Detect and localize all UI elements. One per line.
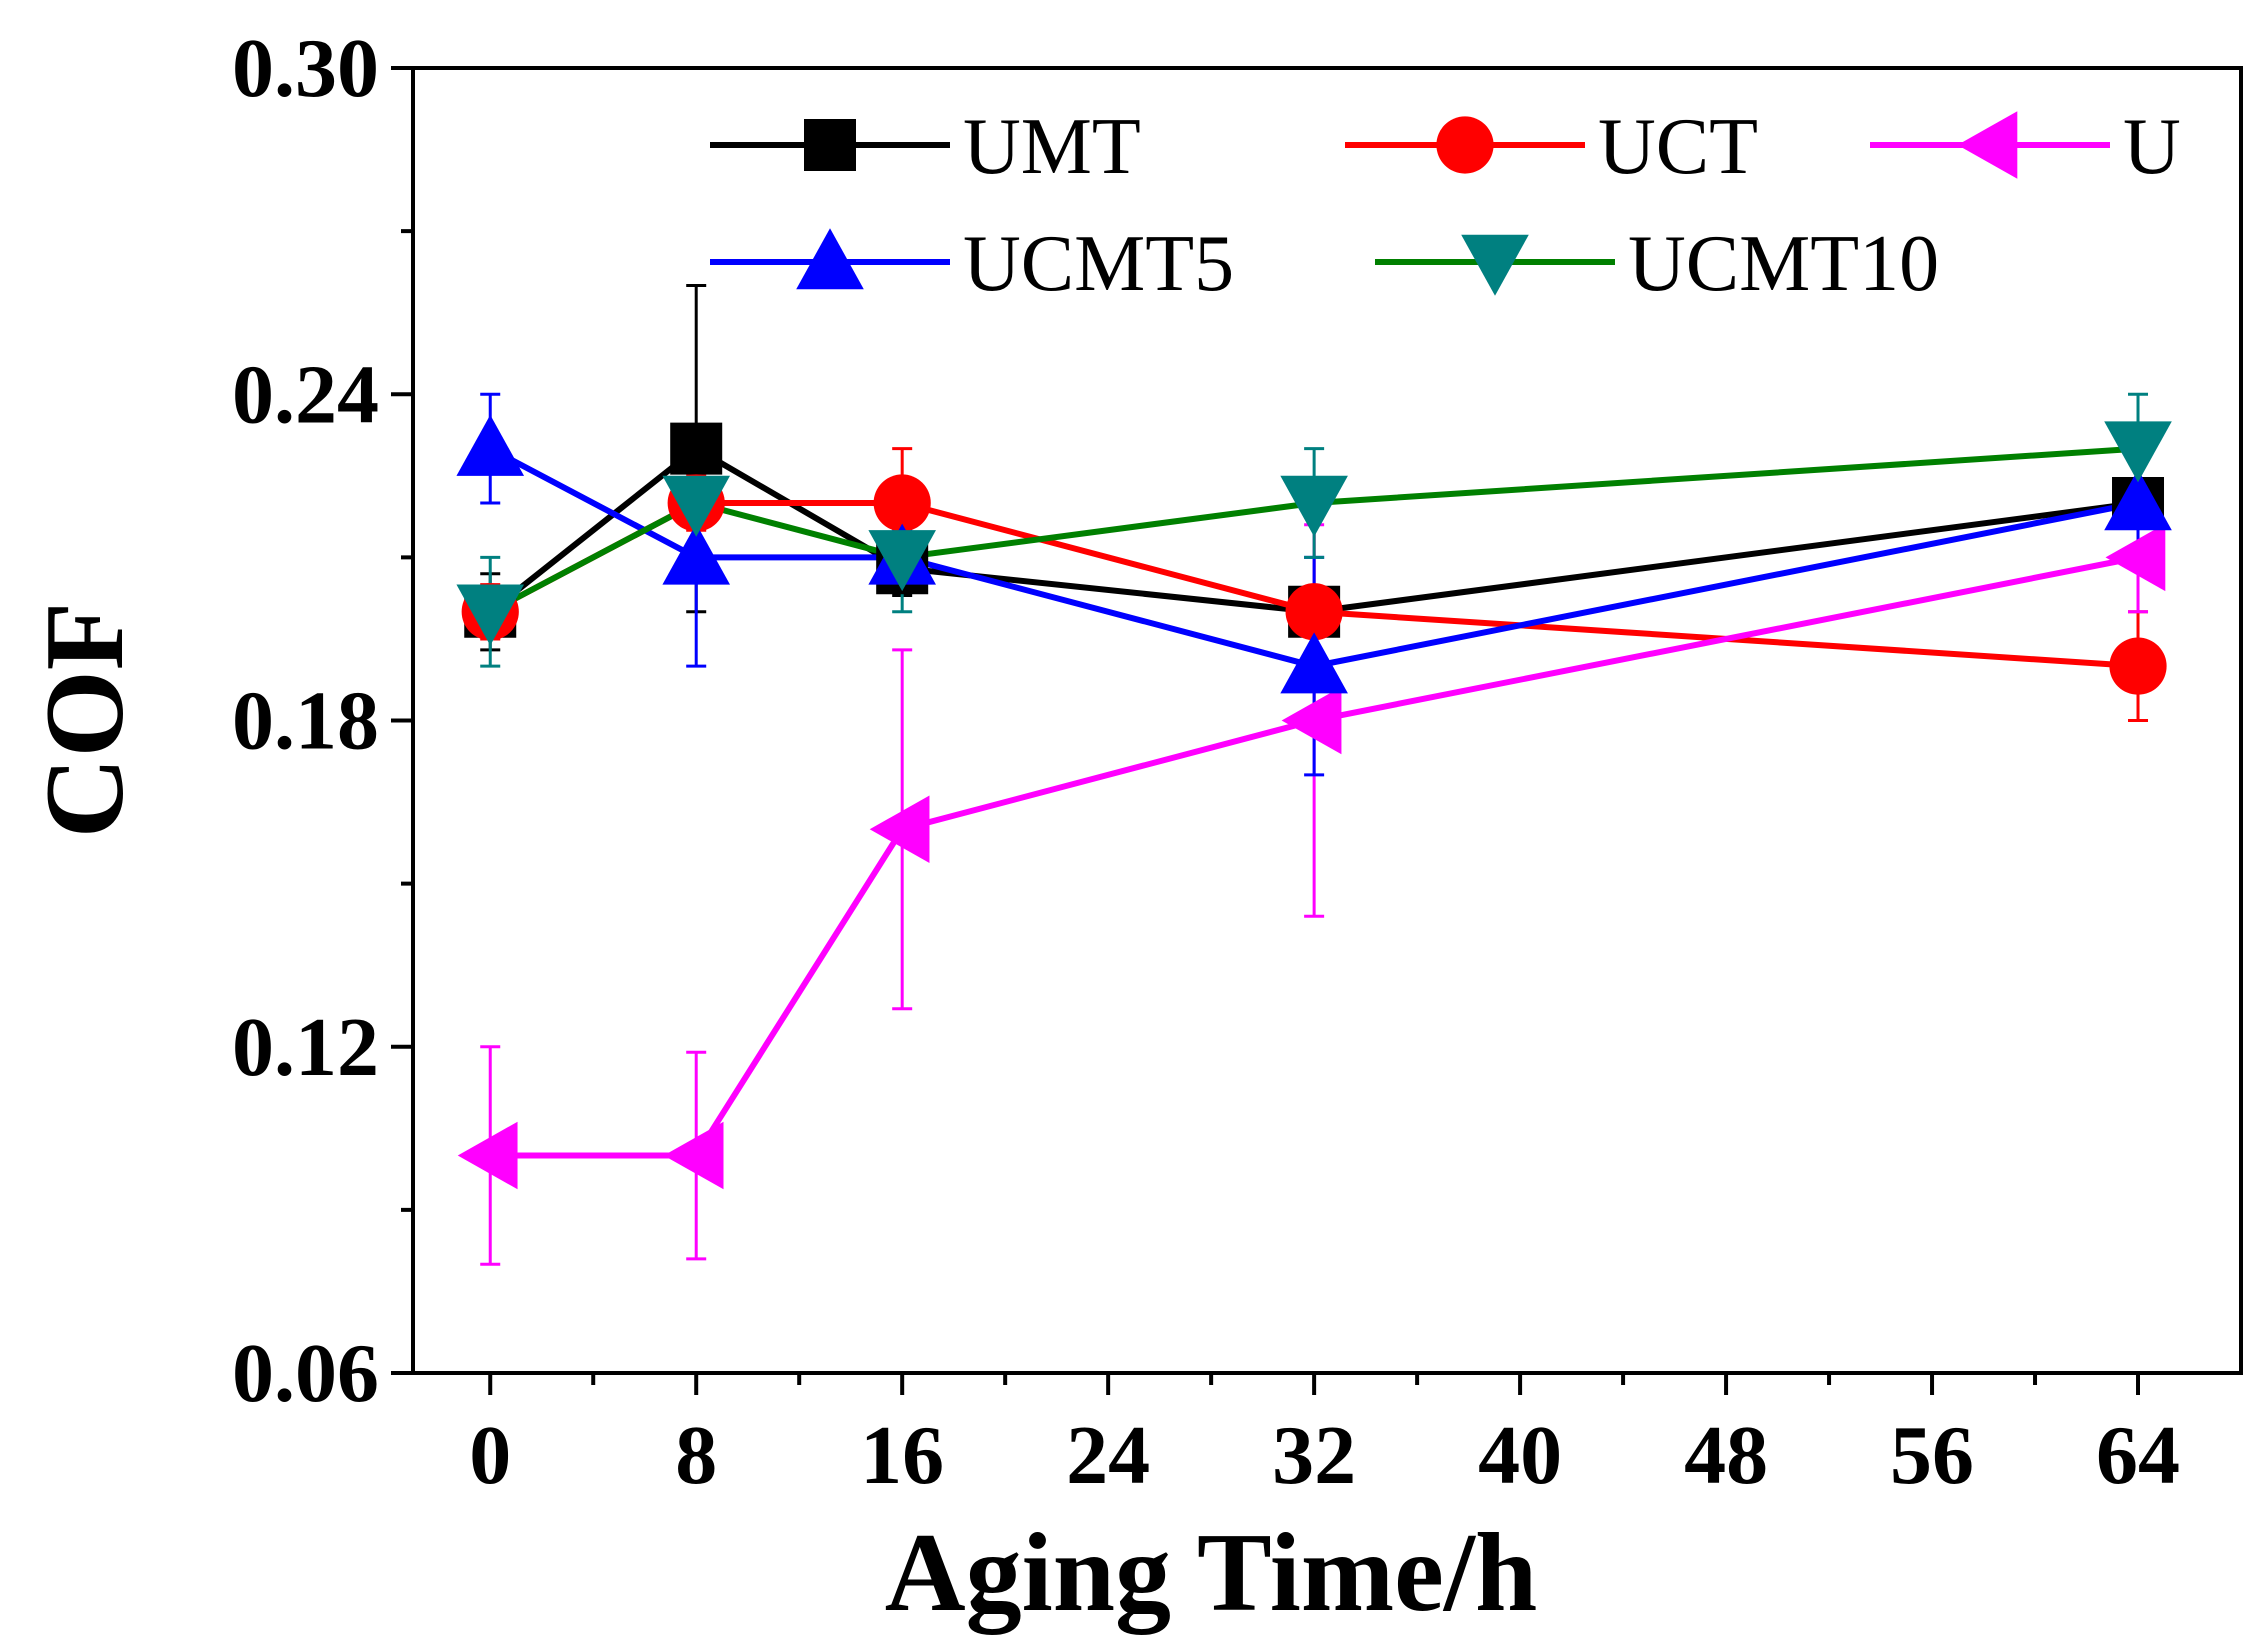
x-tick-label: 16 <box>860 1409 944 1502</box>
data-point-ucmt5 <box>2104 469 2172 531</box>
data-point-ucmt5 <box>662 523 731 585</box>
y-tick-label: 0.12 <box>232 1001 379 1094</box>
data-point-uct <box>2109 637 2167 695</box>
data-point-ucmt5 <box>1280 632 1348 694</box>
data-point-ucmt5 <box>456 414 525 476</box>
data-point-uct <box>873 474 931 532</box>
y-axis-title: COF <box>23 602 147 838</box>
x-tick-label: 32 <box>1272 1409 1356 1502</box>
data-point-u <box>2105 523 2166 592</box>
data-point-ucmt10 <box>868 530 936 592</box>
legend-marker-u <box>1957 111 2018 179</box>
data-point-ucmt10 <box>456 584 525 646</box>
legend-marker-ucmt5 <box>796 228 864 290</box>
data-point-uct <box>1285 583 1343 641</box>
x-tick-label: 0 <box>469 1409 511 1502</box>
x-tick-label: 64 <box>2096 1409 2180 1502</box>
data-point-u <box>1281 686 1342 755</box>
legend-marker-uct <box>1436 116 1494 174</box>
legend-marker-umt <box>804 119 856 171</box>
data-point-umt <box>670 422 723 475</box>
data-point-u <box>663 1121 724 1190</box>
x-tick-label: 48 <box>1684 1409 1768 1502</box>
y-tick-label: 0.24 <box>232 348 379 441</box>
data-point-u <box>869 795 930 864</box>
y-tick-label: 0.30 <box>232 22 379 115</box>
x-axis-title: Aging Time/h <box>885 1511 1537 1635</box>
x-tick-label: 8 <box>675 1409 717 1502</box>
markers-layer <box>456 414 2172 1190</box>
legend-label-u: U <box>2123 103 2181 191</box>
data-point-ucmt10 <box>1280 475 1348 537</box>
data-point-u <box>457 1121 518 1190</box>
x-tick-label: 40 <box>1478 1409 1562 1502</box>
error-bars-layer <box>480 284 2149 1266</box>
y-tick-label: 0.18 <box>232 675 379 768</box>
legend-label-ucmt10: UCMT10 <box>1628 220 1939 308</box>
data-point-ucmt10 <box>662 475 731 537</box>
data-point-ucmt10 <box>2104 421 2172 483</box>
legend-marker-ucmt10 <box>1461 234 1529 296</box>
x-tick-label: 56 <box>1890 1409 1974 1502</box>
legend-label-umt: UMT <box>963 103 1141 191</box>
legend-label-ucmt5: UCMT5 <box>963 220 1234 308</box>
legend-label-uct: UCT <box>1598 103 1758 191</box>
x-tick-label: 24 <box>1066 1409 1150 1502</box>
y-tick-label: 0.06 <box>232 1327 379 1420</box>
axes-layer: 0 8 16 24 32 40 48 56 64 0.06 0.12 0.18 0.24 0.30 <box>232 22 2180 1502</box>
legend: UMT UCT U UCMT5 UCMT10 <box>710 103 2181 308</box>
